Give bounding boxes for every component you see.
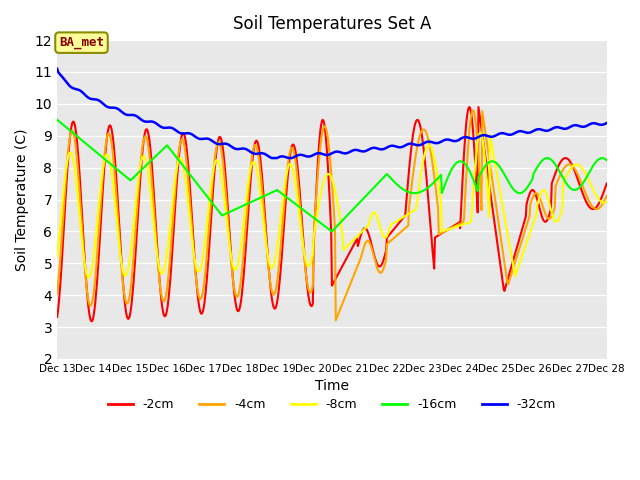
Title: Soil Temperatures Set A: Soil Temperatures Set A bbox=[233, 15, 431, 33]
Legend: -2cm, -4cm, -8cm, -16cm, -32cm: -2cm, -4cm, -8cm, -16cm, -32cm bbox=[103, 394, 561, 417]
X-axis label: Time: Time bbox=[315, 379, 349, 393]
Y-axis label: Soil Temperature (C): Soil Temperature (C) bbox=[15, 128, 29, 271]
Text: BA_met: BA_met bbox=[59, 36, 104, 49]
